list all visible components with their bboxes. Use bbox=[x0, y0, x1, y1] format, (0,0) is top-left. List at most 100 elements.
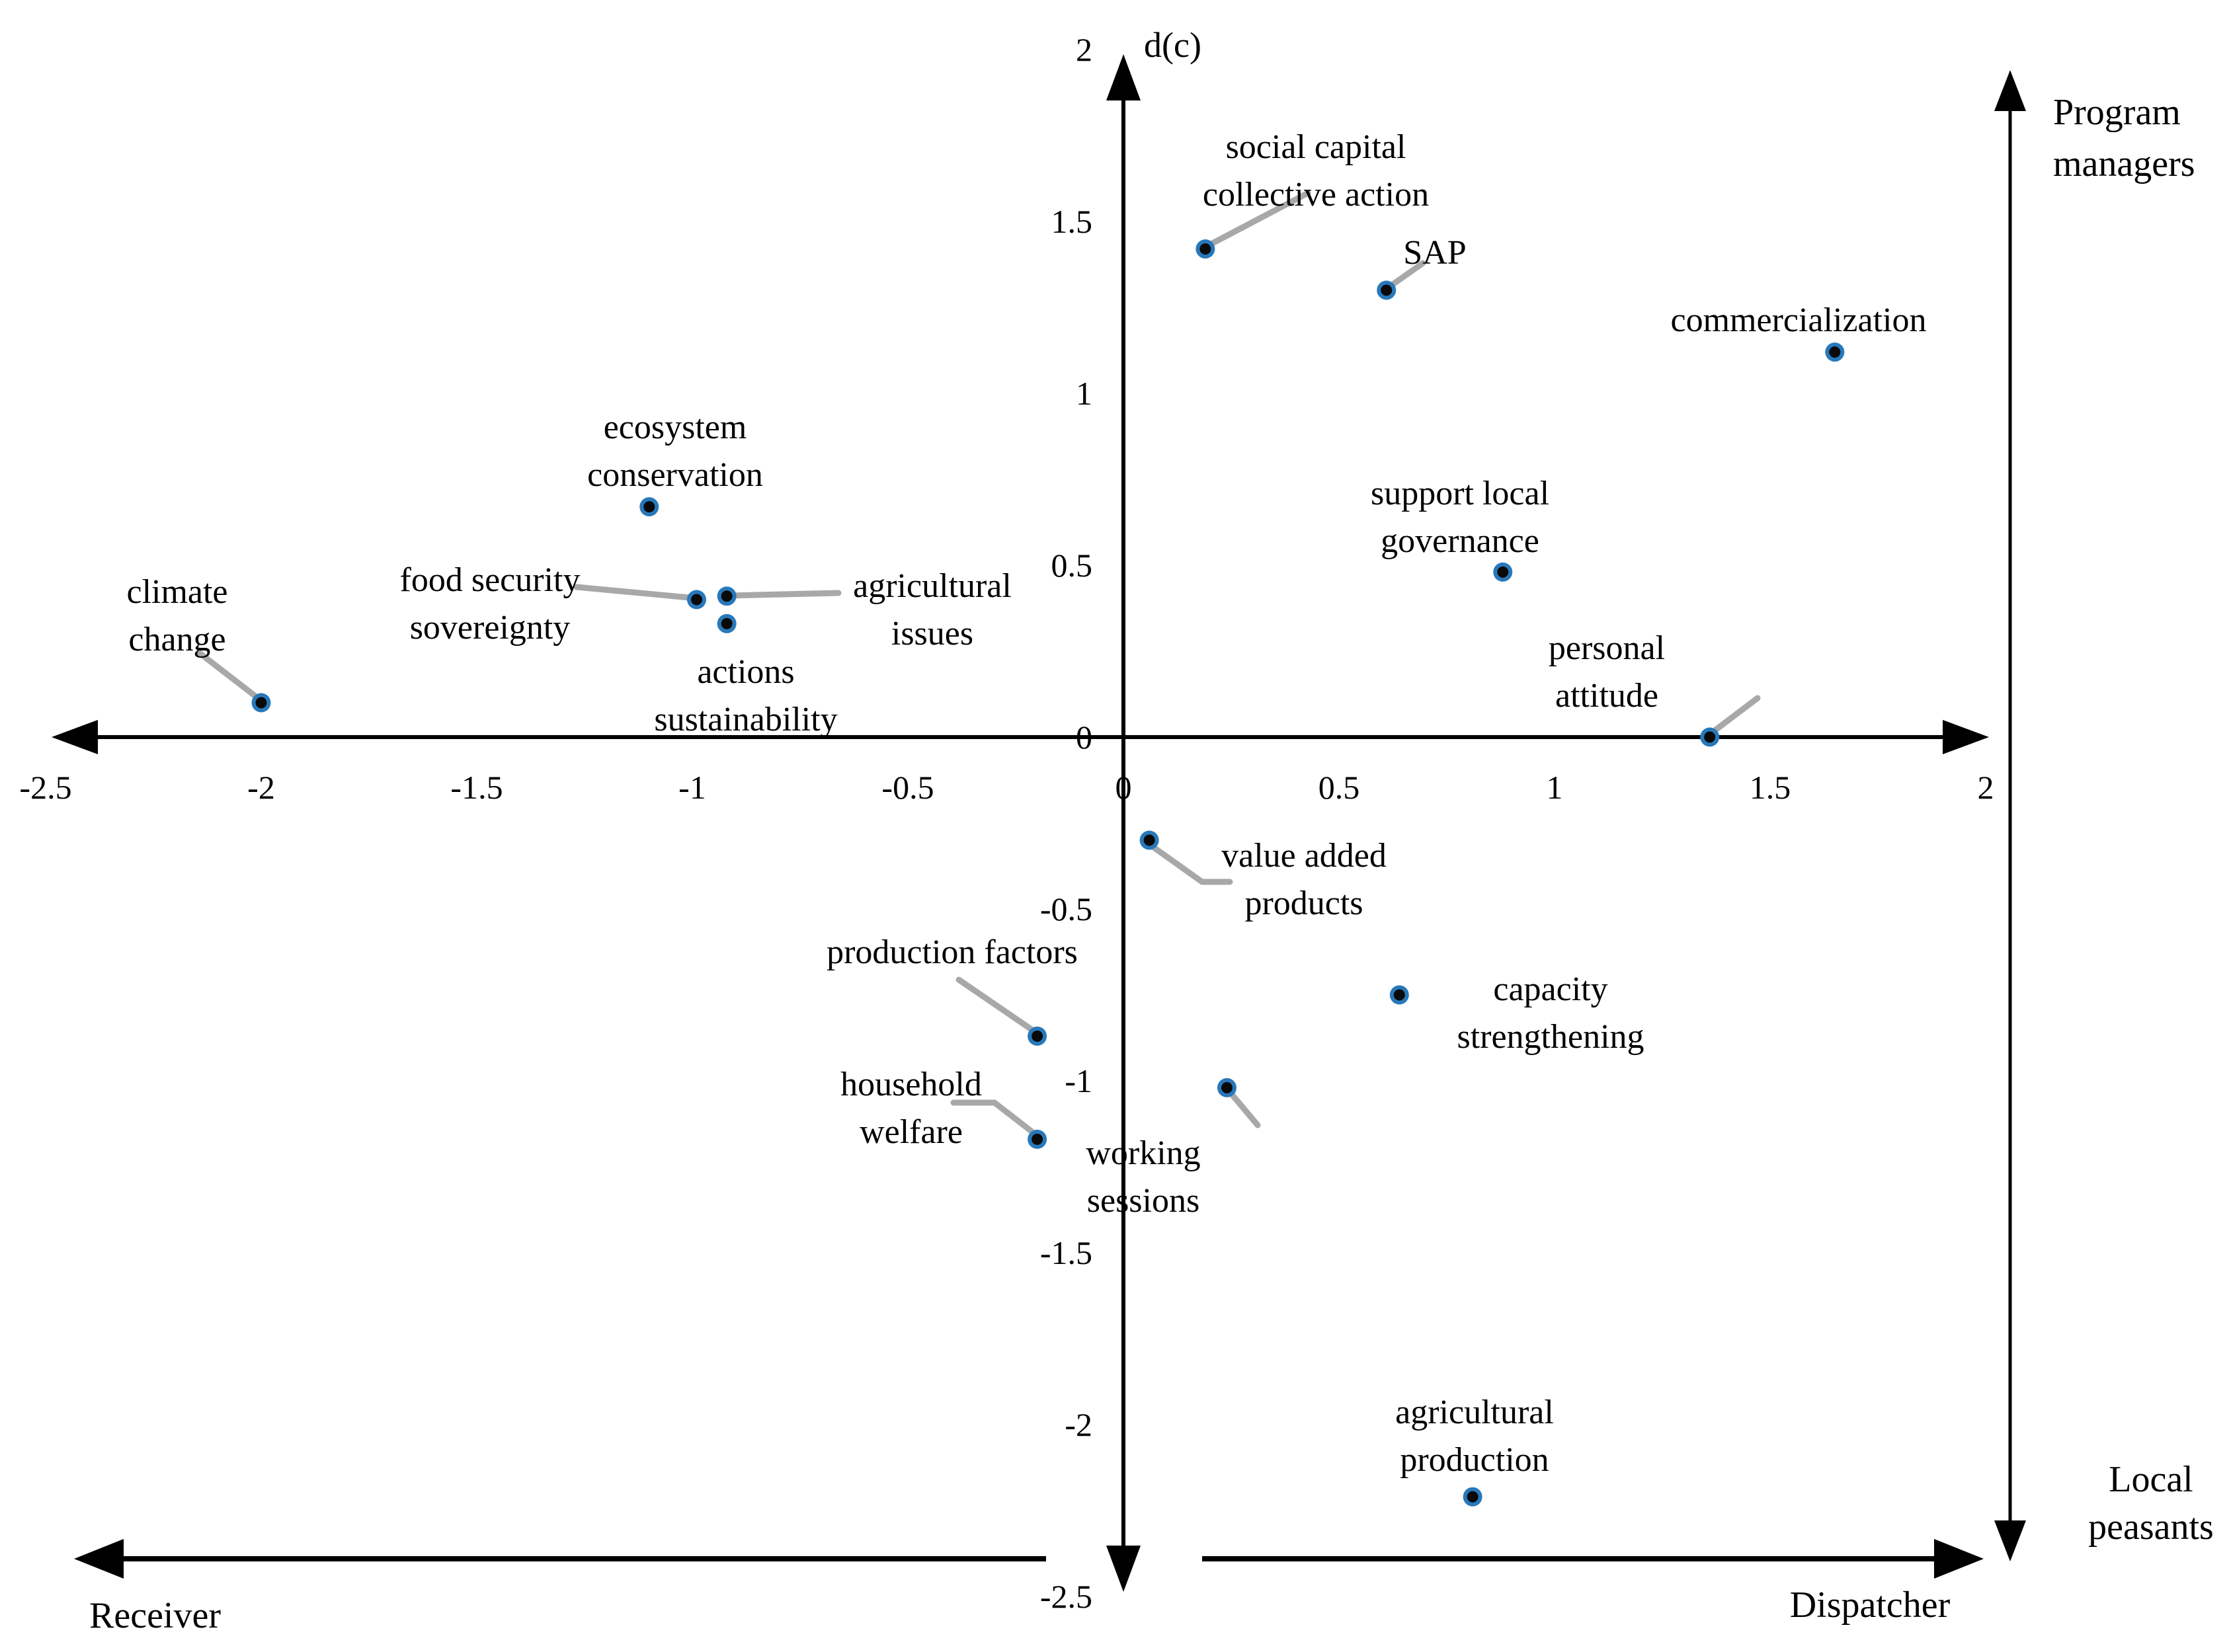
point-core bbox=[1199, 243, 1211, 255]
y-tick-label: -1.5 bbox=[1040, 1234, 1092, 1271]
point-core bbox=[1032, 1030, 1043, 1042]
point-label-production-factors: production factors bbox=[827, 933, 1078, 971]
leader-line-household-welfare bbox=[950, 1099, 1039, 1138]
point-core bbox=[1393, 989, 1405, 1001]
x-tick-label: 1 bbox=[1547, 769, 1563, 806]
point-label-working-sessions: working bbox=[1086, 1134, 1200, 1172]
leader-line-value-added-products bbox=[1149, 843, 1233, 885]
stakeholder-axis-up-arrowhead bbox=[1994, 70, 2026, 111]
point-label-ecosystem-conservation: ecosystem bbox=[604, 409, 747, 446]
y-tick-label: 0.5 bbox=[1051, 547, 1093, 584]
point-core bbox=[255, 697, 267, 709]
point-core bbox=[691, 594, 703, 606]
scatter-point-commercialization bbox=[1825, 342, 1845, 362]
point-label-social-capital-collective-action: social capital bbox=[1226, 128, 1406, 166]
program-managers-label: Program bbox=[2053, 92, 2181, 133]
point-label-value-added-products: products bbox=[1244, 885, 1363, 922]
point-label-household-welfare: household bbox=[840, 1066, 982, 1103]
point-label-support-local-governance: support local bbox=[1371, 475, 1549, 512]
point-label-household-welfare: welfare bbox=[860, 1113, 963, 1151]
y-axis-top-arrowhead bbox=[1106, 54, 1141, 100]
local-peasants-label: peasants bbox=[2088, 1507, 2214, 1548]
stakeholder-axis-down-arrowhead bbox=[1994, 1520, 2026, 1561]
point-label-support-local-governance: governance bbox=[1381, 522, 1539, 560]
point-label-actions-sustainability: actions bbox=[697, 653, 794, 691]
leader-line-climate-change bbox=[196, 650, 261, 701]
scatter-point-food-security-sovereignty bbox=[687, 590, 707, 610]
x-tick-label: -2 bbox=[247, 769, 275, 806]
scatter-point-capacity-strengthening bbox=[1389, 985, 1409, 1005]
point-core bbox=[1497, 566, 1509, 578]
x-tick-label: -2.5 bbox=[19, 769, 71, 806]
x-tick-label: -1 bbox=[678, 769, 706, 806]
point-core bbox=[1704, 731, 1716, 743]
scatter-point-value-added-products bbox=[1139, 830, 1159, 850]
x-axis-right-arrowhead bbox=[1943, 720, 1989, 754]
leader-line-personal-attitude bbox=[1711, 695, 1761, 734]
scatter-point-personal-attitude bbox=[1700, 727, 1720, 747]
y-tick-label: 2 bbox=[1076, 31, 1092, 68]
y-axis-bottom-arrowhead bbox=[1106, 1546, 1141, 1592]
point-label-value-added-products: value added bbox=[1221, 837, 1387, 875]
point-core bbox=[643, 501, 655, 513]
y-tick-label: -2.5 bbox=[1040, 1578, 1092, 1615]
receiver-arrowhead bbox=[74, 1539, 124, 1579]
leader-line-production-factors bbox=[955, 976, 1037, 1035]
scatter-point-sap bbox=[1377, 280, 1397, 300]
point-label-working-sessions: sessions bbox=[1087, 1182, 1199, 1220]
scatter-point-production-factors bbox=[1028, 1026, 1047, 1046]
point-label-personal-attitude: personal bbox=[1549, 629, 1665, 667]
point-label-agricultural-production: production bbox=[1400, 1441, 1549, 1479]
dispatcher-arrowhead bbox=[1934, 1539, 1984, 1579]
point-label-capacity-strengthening: capacity bbox=[1493, 970, 1607, 1008]
scatter-point-agricultural-production bbox=[1463, 1487, 1482, 1507]
x-tick-label: 0.5 bbox=[1318, 769, 1360, 806]
y-tick-label: -2 bbox=[1065, 1406, 1092, 1443]
point-label-commercialization: commercialization bbox=[1671, 301, 1927, 339]
leader-line-food-security-sovereignty bbox=[573, 584, 692, 601]
x-tick-label: 2 bbox=[1978, 769, 1994, 806]
point-label-actions-sustainability: sustainability bbox=[654, 701, 837, 738]
y-tick-label: 0 bbox=[1076, 719, 1092, 756]
point-label-personal-attitude: attitude bbox=[1555, 677, 1658, 715]
scatter-point-actions-sustainability bbox=[717, 613, 737, 633]
dispatcher-label: Dispatcher bbox=[1790, 1585, 1951, 1626]
receiver-label: Receiver bbox=[89, 1595, 221, 1636]
point-label-food-security-sovereignty: sovereignty bbox=[410, 609, 571, 647]
point-label-agricultural-issues: issues bbox=[891, 615, 973, 652]
point-label-food-security-sovereignty: food security bbox=[400, 561, 581, 599]
point-label-climate-change: change bbox=[128, 621, 225, 658]
scatter-point-climate-change bbox=[251, 693, 271, 713]
y-axis-title: d(c) bbox=[1144, 25, 1201, 65]
point-core bbox=[1032, 1133, 1043, 1145]
y-tick-label: 1 bbox=[1076, 375, 1092, 412]
y-tick-label: -0.5 bbox=[1040, 890, 1092, 927]
scatter-point-working-sessions bbox=[1217, 1078, 1236, 1097]
leader-line-social-capital-collective-action bbox=[1204, 190, 1311, 249]
x-tick-label: 1.5 bbox=[1750, 769, 1791, 806]
local-peasants-label: Local bbox=[2109, 1459, 2193, 1500]
point-core bbox=[721, 590, 733, 602]
scatter-point-ecosystem-conservation bbox=[639, 497, 659, 517]
point-label-capacity-strengthening: strengthening bbox=[1457, 1018, 1644, 1056]
program-managers-label: managers bbox=[2053, 143, 2195, 184]
point-label-social-capital-collective-action: collective action bbox=[1203, 176, 1429, 214]
scatter-point-social-capital-collective-action bbox=[1196, 239, 1215, 259]
y-tick-label: -1 bbox=[1065, 1062, 1092, 1099]
point-core bbox=[721, 617, 733, 629]
point-core bbox=[1143, 834, 1155, 846]
x-axis-left-arrowhead bbox=[52, 720, 98, 754]
point-label-sap: SAP bbox=[1403, 234, 1466, 272]
point-core bbox=[1221, 1082, 1233, 1093]
point-core bbox=[1381, 284, 1393, 296]
scatter-point-household-welfare bbox=[1028, 1129, 1047, 1149]
scatter-point-support-local-governance bbox=[1493, 562, 1513, 582]
point-label-agricultural-issues: agricultural bbox=[853, 567, 1012, 605]
point-label-ecosystem-conservation: conservation bbox=[587, 456, 763, 494]
y-tick-label: 1.5 bbox=[1051, 203, 1093, 240]
point-core bbox=[1467, 1491, 1479, 1503]
point-label-climate-change: climate bbox=[126, 573, 227, 611]
x-tick-label: -0.5 bbox=[881, 769, 934, 806]
leader-line-working-sessions bbox=[1227, 1089, 1261, 1128]
